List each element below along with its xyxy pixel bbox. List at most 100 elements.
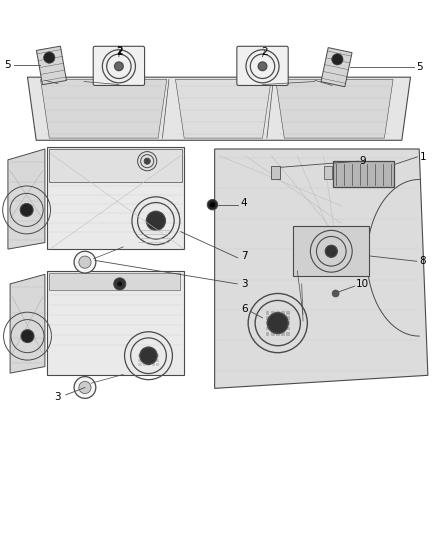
FancyBboxPatch shape [333, 161, 394, 187]
FancyBboxPatch shape [271, 311, 275, 315]
FancyBboxPatch shape [359, 239, 367, 246]
FancyBboxPatch shape [286, 311, 290, 315]
FancyBboxPatch shape [341, 230, 349, 238]
FancyBboxPatch shape [281, 316, 285, 320]
FancyBboxPatch shape [296, 265, 304, 272]
Text: 5: 5 [5, 60, 11, 70]
FancyBboxPatch shape [314, 239, 322, 246]
FancyBboxPatch shape [93, 46, 145, 85]
FancyBboxPatch shape [143, 359, 146, 362]
Text: 2: 2 [117, 46, 123, 56]
Circle shape [114, 278, 126, 290]
FancyBboxPatch shape [286, 332, 290, 336]
FancyBboxPatch shape [341, 265, 349, 272]
Circle shape [44, 52, 55, 63]
FancyBboxPatch shape [265, 332, 269, 336]
FancyBboxPatch shape [296, 248, 304, 255]
FancyBboxPatch shape [332, 256, 340, 264]
FancyBboxPatch shape [276, 311, 280, 315]
FancyBboxPatch shape [341, 239, 349, 246]
FancyBboxPatch shape [156, 359, 159, 362]
Circle shape [74, 377, 96, 398]
FancyBboxPatch shape [359, 265, 367, 272]
FancyBboxPatch shape [49, 273, 180, 290]
Text: 5: 5 [416, 62, 423, 72]
FancyBboxPatch shape [152, 359, 155, 362]
FancyBboxPatch shape [138, 359, 141, 362]
FancyBboxPatch shape [281, 332, 285, 336]
FancyBboxPatch shape [143, 354, 146, 358]
Text: 10: 10 [356, 279, 369, 289]
FancyBboxPatch shape [314, 230, 322, 238]
FancyBboxPatch shape [341, 248, 349, 255]
FancyBboxPatch shape [281, 321, 285, 325]
FancyBboxPatch shape [323, 230, 331, 238]
FancyBboxPatch shape [332, 265, 340, 272]
FancyBboxPatch shape [350, 256, 358, 264]
Polygon shape [28, 77, 410, 140]
Polygon shape [8, 149, 45, 249]
Polygon shape [321, 47, 352, 87]
FancyBboxPatch shape [271, 316, 275, 320]
FancyBboxPatch shape [286, 316, 290, 320]
Text: 3: 3 [55, 392, 61, 402]
FancyBboxPatch shape [359, 248, 367, 255]
FancyBboxPatch shape [359, 256, 367, 264]
Circle shape [20, 204, 33, 216]
Text: 2: 2 [261, 47, 268, 56]
FancyBboxPatch shape [265, 311, 269, 315]
FancyBboxPatch shape [350, 248, 358, 255]
Text: 2: 2 [117, 47, 123, 56]
Circle shape [210, 202, 215, 207]
FancyBboxPatch shape [314, 265, 322, 272]
FancyBboxPatch shape [359, 230, 367, 238]
Circle shape [146, 211, 166, 230]
Circle shape [74, 251, 96, 273]
FancyBboxPatch shape [138, 354, 141, 358]
Text: 8: 8 [419, 256, 426, 266]
Text: 4: 4 [241, 198, 247, 208]
Text: 3: 3 [241, 279, 247, 289]
Circle shape [258, 62, 267, 71]
FancyBboxPatch shape [323, 256, 331, 264]
FancyBboxPatch shape [323, 248, 331, 255]
Circle shape [21, 329, 34, 343]
Circle shape [332, 54, 343, 65]
FancyBboxPatch shape [281, 311, 285, 315]
FancyBboxPatch shape [305, 239, 313, 246]
FancyBboxPatch shape [156, 363, 159, 366]
FancyBboxPatch shape [276, 321, 280, 325]
FancyBboxPatch shape [271, 321, 275, 325]
Circle shape [140, 347, 157, 365]
Polygon shape [47, 147, 184, 249]
Text: 9: 9 [359, 156, 366, 166]
FancyBboxPatch shape [156, 354, 159, 358]
FancyBboxPatch shape [314, 248, 322, 255]
FancyBboxPatch shape [276, 316, 280, 320]
Circle shape [325, 245, 337, 257]
Polygon shape [215, 149, 428, 389]
Text: 6: 6 [241, 304, 247, 314]
FancyBboxPatch shape [323, 239, 331, 246]
Circle shape [79, 256, 91, 268]
FancyBboxPatch shape [143, 363, 146, 366]
Polygon shape [276, 79, 393, 138]
FancyBboxPatch shape [265, 316, 269, 320]
FancyBboxPatch shape [271, 166, 280, 180]
FancyBboxPatch shape [305, 248, 313, 255]
FancyBboxPatch shape [332, 239, 340, 246]
FancyBboxPatch shape [296, 256, 304, 264]
FancyBboxPatch shape [147, 363, 150, 366]
FancyBboxPatch shape [147, 354, 150, 358]
Polygon shape [176, 79, 271, 138]
Text: 1: 1 [419, 152, 426, 162]
FancyBboxPatch shape [305, 256, 313, 264]
FancyBboxPatch shape [281, 327, 285, 330]
FancyBboxPatch shape [276, 332, 280, 336]
FancyBboxPatch shape [341, 256, 349, 264]
FancyBboxPatch shape [265, 327, 269, 330]
Circle shape [79, 382, 91, 393]
FancyBboxPatch shape [296, 230, 304, 238]
Circle shape [332, 290, 339, 297]
FancyBboxPatch shape [286, 327, 290, 330]
